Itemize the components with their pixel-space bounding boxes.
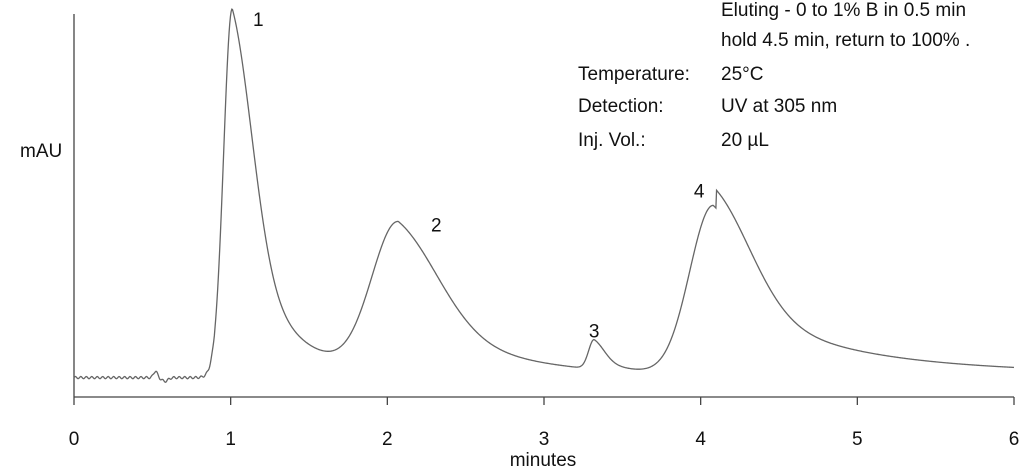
peak-label-4: 4 [694, 181, 705, 202]
x-axis-label: minutes [510, 450, 577, 471]
x-tick-label: 2 [382, 429, 393, 450]
peak-label-2: 2 [431, 216, 442, 237]
x-tick-label: 1 [225, 429, 236, 450]
annotation-temperature-label: Temperature: [578, 64, 690, 85]
x-tick-label: 6 [1009, 429, 1020, 450]
annotation-eluting-line2: hold 4.5 min, return to 100% . [721, 30, 970, 51]
peak-label-3: 3 [589, 321, 600, 342]
x-tick-label: 0 [69, 429, 80, 450]
chromatogram-trace [73, 8, 1015, 384]
annotation-eluting-line1: Eluting - 0 to 1% B in 0.5 min [721, 0, 966, 21]
y-axis-label: mAU [20, 141, 62, 162]
peak-label-1: 1 [253, 10, 264, 31]
annotation-injvol-value: 20 µL [721, 130, 769, 151]
peak-labels: 1 2 3 4 [253, 10, 705, 342]
annotation-injvol-label: Inj. Vol.: [578, 130, 646, 151]
x-tick-label: 3 [539, 429, 550, 450]
x-tick-label: 5 [852, 429, 863, 450]
annotation-detection-label: Detection: [578, 96, 664, 117]
annotation-detection-value: UV at 305 nm [721, 96, 837, 117]
x-tick-label: 4 [695, 429, 706, 450]
annotation-temperature-value: 25°C [721, 64, 763, 85]
x-ticks: 0 1 2 3 4 5 6 [69, 397, 1020, 450]
